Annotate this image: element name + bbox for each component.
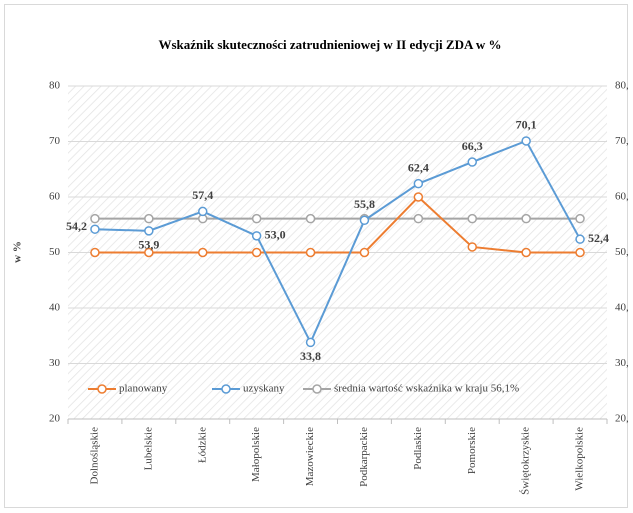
data-point (305, 247, 316, 258)
x-tick-label: Mazowieckie (304, 427, 316, 486)
data-point (467, 157, 477, 167)
y2-tick-label: 60, (615, 191, 629, 203)
x-tick-label: Świętokrzyskie (520, 427, 532, 495)
data-label: 55,8 (354, 197, 375, 211)
data-point (413, 192, 424, 202)
legend-label: planowany (119, 383, 168, 395)
x-tick-label: Pomorskie (466, 427, 478, 474)
data-label: 62,4 (408, 160, 429, 174)
data-label: 66,3 (462, 139, 483, 153)
data-point (305, 213, 316, 224)
y-tick-label: 70 (49, 135, 61, 147)
y2-tick-label: 20, (615, 413, 629, 425)
data-point (144, 247, 154, 258)
data-point (144, 226, 154, 236)
data-point (90, 213, 100, 224)
data-point (251, 231, 262, 241)
legend-marker (97, 384, 107, 394)
legend-label: średnia wartość wskaźnika w kraju 56,1% (334, 383, 519, 395)
data-label: 54,2 (66, 219, 87, 233)
data-point (144, 213, 154, 224)
x-tick-label: Lubelskie (142, 427, 154, 470)
y-tick-label: 50 (49, 246, 61, 258)
y-axis-label: w % (12, 241, 24, 263)
data-point (521, 213, 531, 224)
x-tick-label: Małopolskie (250, 427, 262, 482)
x-tick-label: Łódzkie (196, 427, 208, 463)
y2-tick-label: 40, (615, 302, 629, 314)
data-point (575, 247, 585, 258)
x-tick-label: Wielkopolskie (574, 427, 586, 491)
data-point (413, 178, 424, 189)
data-point (305, 337, 316, 348)
data-point (575, 234, 585, 244)
data-label: 70,1 (516, 118, 537, 132)
data-point (90, 247, 100, 258)
y-tick-label: 60 (49, 191, 61, 203)
y-tick-label: 20 (49, 413, 61, 425)
y2-tick-label: 70, (615, 135, 629, 147)
data-point (198, 247, 208, 258)
y-tick-label: 30 (49, 357, 61, 369)
data-label: 53,9 (138, 238, 159, 252)
data-point (359, 247, 370, 258)
data-point (251, 247, 262, 258)
data-point (359, 215, 370, 226)
legend-marker (221, 384, 231, 394)
data-point (467, 213, 477, 224)
chart-title: Wskaźnik skuteczności zatrudnieniowej w … (158, 37, 501, 52)
data-label: 57,4 (192, 188, 213, 202)
data-label: 33,8 (300, 349, 321, 363)
x-tick-label: Dolnośląskie (88, 427, 100, 485)
legend-marker (312, 384, 322, 394)
data-point (521, 247, 531, 258)
y-tick-label: 40 (49, 302, 61, 314)
series-line (94, 195, 581, 254)
data-label: 53,0 (265, 228, 286, 242)
y2-tick-label: 50, (615, 246, 629, 258)
x-tick-label: Podlaskie (412, 427, 424, 470)
data-point (251, 213, 262, 224)
data-point (467, 242, 477, 252)
data-point (90, 224, 100, 234)
y2-tick-label: 30, (615, 357, 629, 369)
data-point (413, 213, 424, 224)
data-point (521, 136, 531, 146)
legend-label: uzyskany (243, 383, 285, 395)
data-point (198, 206, 208, 217)
y2-tick-label: 80, (615, 80, 629, 92)
series-line (94, 139, 581, 345)
x-tick-label: Podkarpackie (358, 427, 370, 487)
data-point (575, 213, 585, 224)
data-label: 52,4 (588, 231, 609, 245)
y-tick-label: 80 (49, 80, 61, 92)
